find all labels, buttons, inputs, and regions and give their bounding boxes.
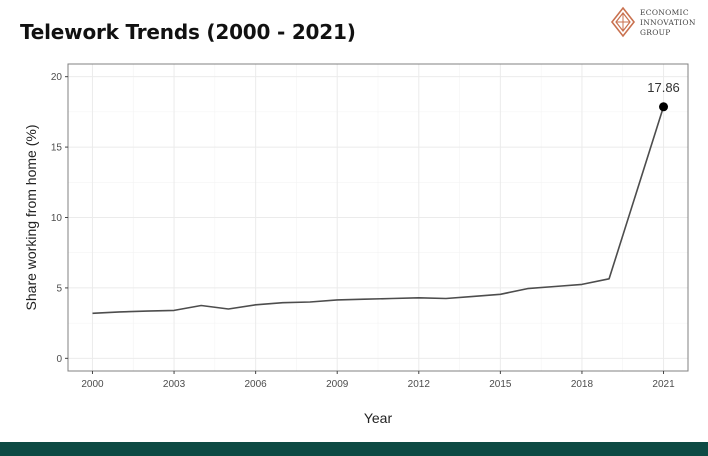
x-tick-label: 2021 xyxy=(652,379,675,390)
diamond-logo-icon xyxy=(610,6,636,38)
grid-major xyxy=(68,64,688,371)
highlight-point-2021 xyxy=(659,102,669,112)
eig-logo: ECONOMIC INNOVATION GROUP xyxy=(610,6,705,42)
y-tick-label: 10 xyxy=(51,213,63,224)
x-tick-label: 2012 xyxy=(408,379,431,390)
x-tick-label: 2015 xyxy=(489,379,512,390)
logo-line-3: GROUP xyxy=(640,28,671,37)
logo-wordmark: ECONOMIC INNOVATION GROUP xyxy=(640,8,696,38)
logo-line-1: ECONOMIC xyxy=(640,8,689,17)
y-axis-ticks: 0 5 10 15 20 xyxy=(51,72,68,365)
y-tick-label: 20 xyxy=(51,72,63,83)
y-axis-label: Share working from home (%) xyxy=(23,125,39,311)
footer-band xyxy=(0,442,708,456)
logo-line-2: INNOVATION xyxy=(640,18,696,27)
y-tick-label: 0 xyxy=(56,354,62,365)
page-title: Telework Trends (2000 - 2021) xyxy=(20,20,356,44)
x-tick-label: 2000 xyxy=(81,379,104,390)
telework-line-chart: 0 5 10 15 20 2000 2003 2006 2009 2012 2015 2018 202… xyxy=(23,63,689,426)
series-line xyxy=(92,106,665,315)
y-tick-label: 5 xyxy=(56,283,62,294)
x-tick-label: 2003 xyxy=(163,379,186,390)
x-axis-ticks: 2000 2003 2006 2009 2012 2015 2018 2021 xyxy=(81,371,675,390)
x-tick-label: 2006 xyxy=(245,379,268,390)
x-tick-label: 2009 xyxy=(326,379,349,390)
highlight-data-label: 17.86 xyxy=(647,80,680,95)
y-tick-label: 15 xyxy=(51,143,63,154)
x-axis-label: Year xyxy=(364,410,393,426)
x-tick-label: 2018 xyxy=(571,379,594,390)
